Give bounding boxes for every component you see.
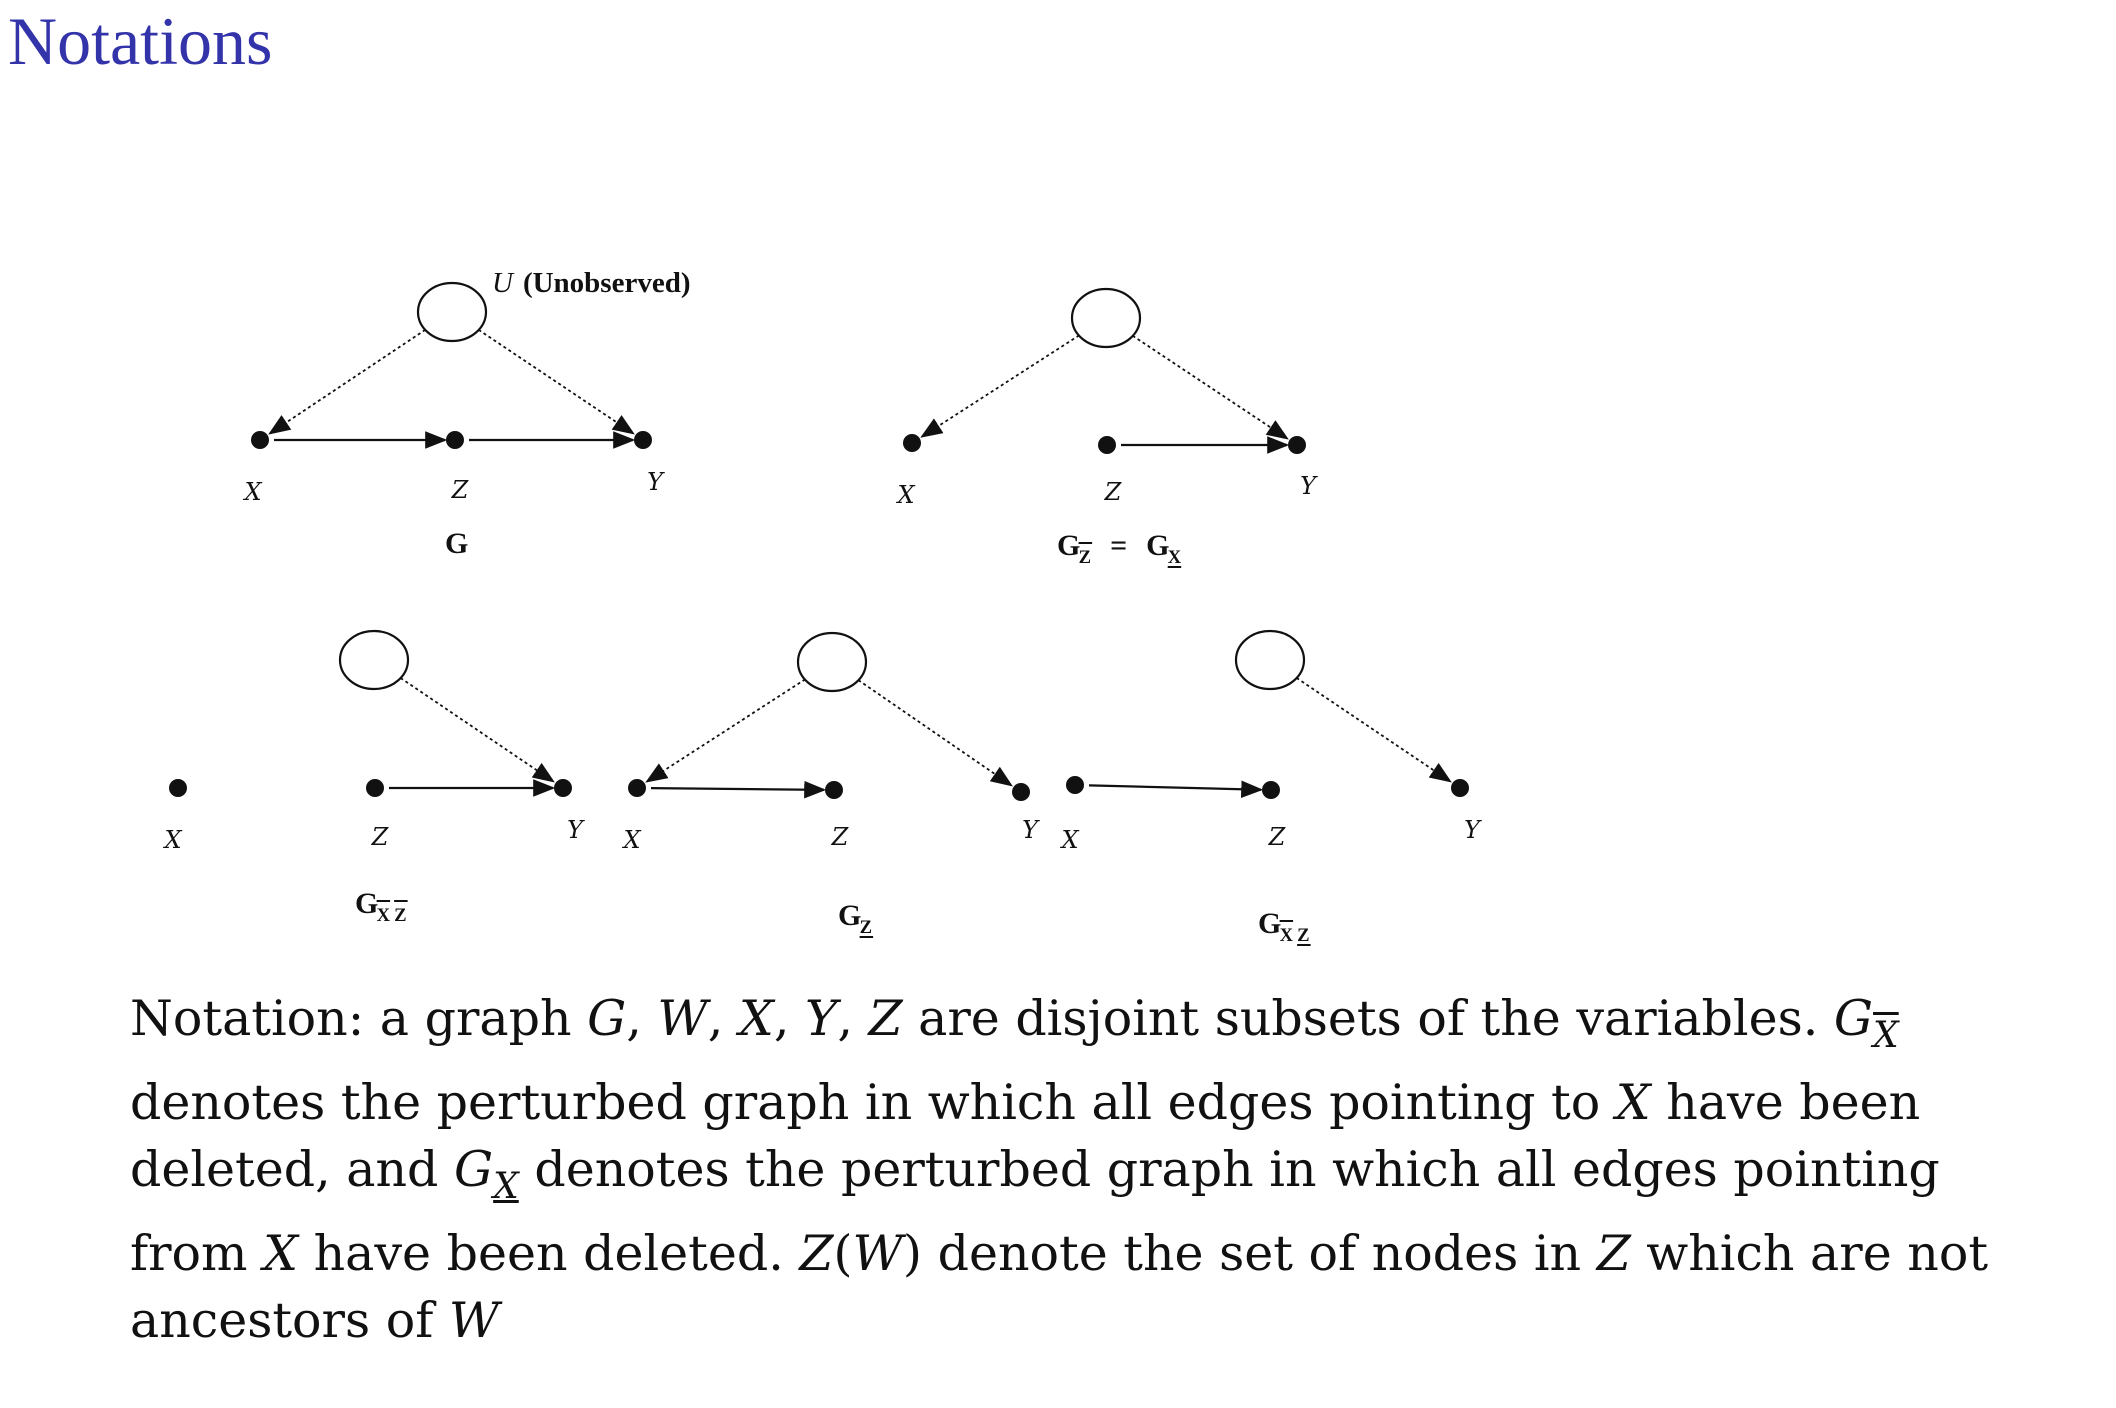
node-x	[903, 434, 921, 452]
node-x	[628, 779, 646, 797]
unobserved-node	[1234, 629, 1306, 691]
confounding-edge	[857, 679, 1013, 787]
node-y	[554, 779, 572, 797]
confounding-edge	[1132, 334, 1289, 440]
diagram-5: X Z YGX Z	[1059, 629, 1482, 946]
graph-caption-subscript: Z	[860, 917, 872, 938]
confounding-edge	[920, 334, 1080, 438]
diagram-2: X Z YGZ = GX	[895, 287, 1318, 568]
node-x	[169, 779, 187, 797]
graph-caption: G	[445, 527, 468, 560]
node-x	[251, 431, 269, 449]
unobserved-node	[796, 631, 868, 693]
node-label-z: Z	[1104, 478, 1123, 506]
diagram-1: U (Unobserved) X Z Y G	[242, 267, 690, 560]
unobserved-node	[416, 281, 488, 343]
graph-caption: G	[355, 887, 378, 920]
directed-edge	[650, 780, 827, 799]
confounding-edge	[268, 329, 426, 435]
confounding-edge	[399, 677, 555, 783]
confounding-edge	[478, 329, 635, 435]
node-y	[634, 431, 652, 449]
node-label-z: Z	[371, 823, 390, 851]
node-label-x: X	[895, 481, 915, 509]
node-z	[1098, 436, 1116, 454]
node-label-x: X	[1059, 826, 1079, 854]
node-label-y: Y	[647, 468, 665, 496]
graph-caption: G	[1258, 907, 1281, 940]
node-z	[1262, 781, 1280, 799]
graph-caption: G	[1146, 529, 1169, 562]
node-x	[1066, 776, 1084, 794]
node-label-y: Y	[567, 816, 585, 844]
graph-caption-subscript: Z	[1297, 925, 1309, 946]
directed-edge	[1088, 780, 1264, 799]
graph-caption-subscript: Z	[1079, 547, 1091, 568]
node-label-y: Y	[1464, 816, 1482, 844]
node-label-y: Y	[1300, 472, 1318, 500]
slide-title: Notations	[8, 3, 273, 79]
node-label-x: X	[621, 826, 641, 854]
node-label-y: Y	[1022, 816, 1040, 844]
node-z	[366, 779, 384, 797]
node-label-z: Z	[1268, 823, 1287, 851]
node-label-z: Z	[831, 823, 850, 851]
confounding-edge	[645, 678, 806, 783]
unobserved-node	[338, 629, 410, 691]
graph-caption: G	[1057, 529, 1080, 562]
graph-caption-subscript: X	[1168, 547, 1182, 568]
confounding-edge	[1296, 677, 1452, 783]
graph-caption-subscript: X	[377, 905, 391, 926]
node-y	[1451, 779, 1469, 797]
graph-caption: G	[838, 899, 861, 932]
node-label-x: X	[162, 826, 182, 854]
node-z	[446, 431, 464, 449]
graph-caption-subscript: Z	[394, 905, 406, 926]
node-label-x: X	[242, 478, 262, 506]
unobserved-label: U (Unobserved)	[492, 267, 691, 299]
unobserved-node	[1070, 287, 1142, 349]
diagram-4: X Z YGZ	[621, 631, 1040, 938]
graph-caption-subscript: X	[1280, 925, 1294, 946]
caption-equals: =	[1110, 529, 1127, 562]
diagram-3: X Z YGX Z	[162, 629, 585, 926]
node-y	[1288, 436, 1306, 454]
node-z	[825, 781, 843, 799]
node-y	[1012, 783, 1030, 801]
notation-caption: Notation: a graph G, W, X, Y, Z are disj…	[130, 990, 1989, 1349]
node-label-z: Z	[451, 476, 470, 504]
